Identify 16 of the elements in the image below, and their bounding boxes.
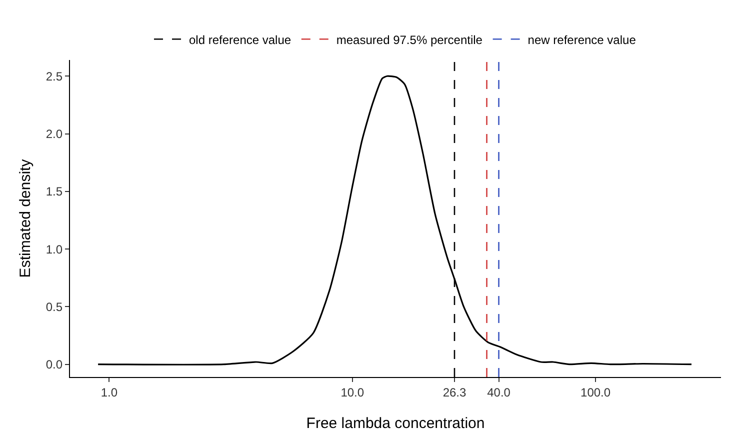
x-axis-title: Free lambda concentration (306, 415, 485, 432)
y-tick-label: 0.5 (46, 300, 63, 314)
legend-label: new reference value (528, 32, 636, 47)
x-tick-label: 1.0 (100, 386, 118, 400)
x-tick-label: 26.3 (442, 386, 466, 400)
legend-label: old reference value (189, 32, 292, 47)
legend-label: measured 97.5% percentile (336, 32, 483, 47)
x-tick-label: 100.0 (580, 386, 611, 400)
x-tick-label: 10.0 (340, 386, 364, 400)
y-tick-label: 2.0 (46, 126, 63, 141)
x-tick-label: 40.0 (487, 386, 511, 400)
y-tick-label: 2.5 (46, 69, 63, 84)
y-tick-label: 1.5 (46, 184, 63, 199)
y-tick-label: 1.0 (46, 242, 63, 256)
y-tick-label: 0.0 (46, 358, 63, 372)
y-axis-title: Estimated density (16, 158, 34, 278)
